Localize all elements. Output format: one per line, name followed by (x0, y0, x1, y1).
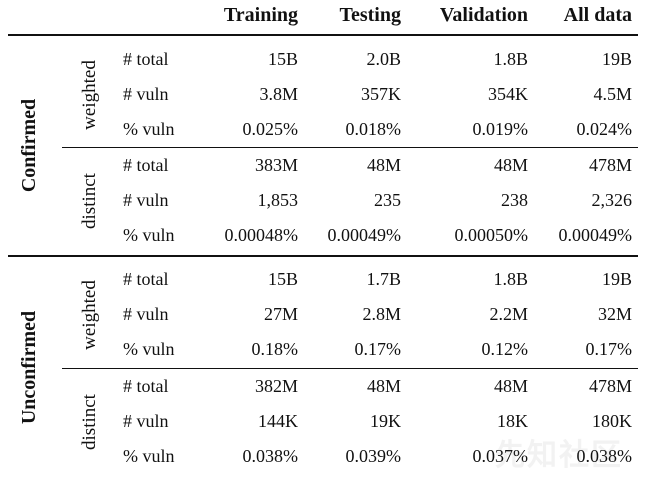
row-metric: # vuln (123, 84, 169, 104)
cell-training: 144K (258, 411, 298, 431)
cell-all-data: 478M (588, 155, 632, 175)
cell-all-data: 0.17% (585, 339, 633, 359)
column-header-all-data: All data (563, 4, 632, 26)
cell-validation: 0.037% (472, 446, 529, 466)
cell-training: 27M (263, 304, 298, 324)
table-row: % vuln 0.18% 0.17% 0.12% 0.17% (0, 332, 645, 367)
row-metric: # total (123, 155, 169, 175)
table-row: % vuln 0.00048% 0.00049% 0.00050% 0.0004… (0, 218, 645, 253)
cell-testing: 48M (366, 376, 401, 396)
cell-all-data: 4.5M (593, 84, 632, 104)
cell-validation: 0.019% (472, 119, 529, 139)
column-header-validation: Validation (439, 4, 528, 26)
cell-training: 0.18% (251, 339, 299, 359)
cell-training: 3.8M (259, 84, 298, 104)
row-metric: # vuln (123, 304, 169, 324)
cell-testing: 0.17% (354, 339, 402, 359)
cell-testing: 2.8M (362, 304, 401, 324)
table-row: # total 15B 1.7B 1.8B 19B (0, 262, 645, 297)
column-header-testing: Testing (339, 4, 401, 26)
cell-testing: 0.018% (345, 119, 402, 139)
cell-validation: 1.8B (493, 49, 528, 69)
cell-all-data: 0.024% (576, 119, 633, 139)
row-metric: # total (123, 49, 169, 69)
table-row: % vuln 0.025% 0.018% 0.019% 0.024% (0, 112, 645, 147)
cell-training: 383M (254, 155, 298, 175)
cell-all-data: 180K (592, 411, 632, 431)
cell-all-data: 2,326 (591, 190, 633, 210)
table-row: # vuln 27M 2.8M 2.2M 32M (0, 297, 645, 332)
row-metric: # total (123, 376, 169, 396)
cell-testing: 1.7B (366, 269, 401, 289)
cell-testing: 235 (374, 190, 401, 210)
cell-validation: 18K (497, 411, 528, 431)
cell-validation: 238 (501, 190, 528, 210)
row-metric: % vuln (123, 339, 175, 359)
table-row: % vuln 0.038% 0.039% 0.037% 0.038% (0, 439, 645, 474)
row-metric: % vuln (123, 119, 175, 139)
cell-testing: 0.039% (345, 446, 402, 466)
cell-all-data: 19B (601, 49, 632, 69)
subgroup-rule (62, 147, 638, 148)
cell-training: 0.025% (242, 119, 299, 139)
cell-testing: 2.0B (366, 49, 401, 69)
subgroup-rule (62, 368, 638, 369)
cell-training: 0.00048% (224, 225, 299, 245)
cell-testing: 0.00049% (327, 225, 402, 245)
cell-all-data: 32M (597, 304, 632, 324)
cell-all-data: 478M (588, 376, 632, 396)
group-rule (8, 255, 638, 257)
cell-validation: 0.00050% (454, 225, 529, 245)
row-metric: % vuln (123, 225, 175, 245)
table-row: # vuln 144K 19K 18K 180K (0, 404, 645, 439)
table-row: # total 383M 48M 48M 478M (0, 148, 645, 183)
cell-all-data: 19B (601, 269, 632, 289)
table-row: # total 382M 48M 48M 478M (0, 369, 645, 404)
header-rule (8, 34, 638, 36)
cell-training: 1,853 (257, 190, 299, 210)
row-metric: % vuln (123, 446, 175, 466)
cell-testing: 48M (366, 155, 401, 175)
cell-validation: 2.2M (489, 304, 528, 324)
cell-training: 15B (267, 49, 298, 69)
cell-validation: 48M (493, 155, 528, 175)
table-row: # vuln 1,853 235 238 2,326 (0, 183, 645, 218)
cell-testing: 357K (361, 84, 401, 104)
cell-validation: 354K (488, 84, 528, 104)
cell-validation: 1.8B (493, 269, 528, 289)
row-metric: # vuln (123, 411, 169, 431)
table-row: # vuln 3.8M 357K 354K 4.5M (0, 77, 645, 112)
cell-all-data: 0.038% (576, 446, 633, 466)
table-row: # total 15B 2.0B 1.8B 19B (0, 42, 645, 77)
cell-testing: 19K (370, 411, 401, 431)
cell-training: 382M (254, 376, 298, 396)
cell-validation: 48M (493, 376, 528, 396)
cell-training: 15B (267, 269, 298, 289)
row-metric: # vuln (123, 190, 169, 210)
row-metric: # total (123, 269, 169, 289)
cell-training: 0.038% (242, 446, 299, 466)
cell-validation: 0.12% (481, 339, 529, 359)
column-header-training: Training (223, 4, 298, 26)
cell-all-data: 0.00049% (558, 225, 633, 245)
